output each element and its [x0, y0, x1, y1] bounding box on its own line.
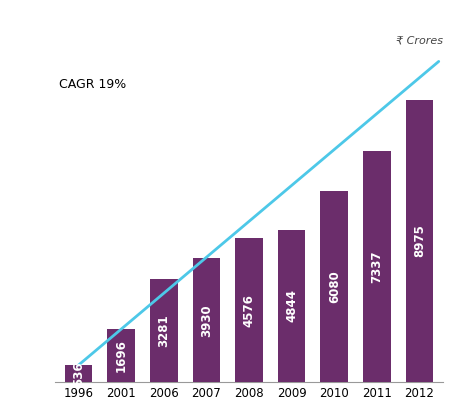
Bar [320, 191, 348, 382]
Bar [278, 230, 305, 382]
Text: 1696: 1696 [115, 339, 128, 372]
Bar [406, 100, 434, 382]
Text: 3281: 3281 [157, 314, 170, 347]
Bar [235, 238, 263, 382]
Bar [193, 258, 220, 382]
Text: 536: 536 [72, 361, 85, 386]
Bar [107, 329, 135, 382]
Bar [65, 365, 92, 382]
Bar [363, 151, 391, 382]
Text: 8975: 8975 [413, 225, 426, 257]
Text: CAGR 19%: CAGR 19% [59, 79, 126, 92]
Text: ₹ Crores: ₹ Crores [396, 35, 443, 45]
Text: 4576: 4576 [242, 294, 255, 326]
Bar [150, 279, 178, 382]
Text: 7337: 7337 [371, 250, 383, 283]
Text: 6080: 6080 [328, 270, 341, 303]
Text: 4844: 4844 [285, 289, 298, 323]
Text: 3930: 3930 [200, 304, 213, 336]
Text: PBIT: PBIT [14, 15, 53, 29]
